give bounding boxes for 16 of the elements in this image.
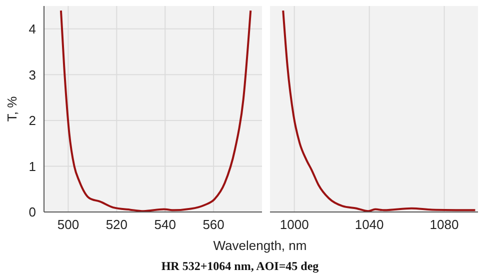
y-tick-label: 0 (28, 204, 36, 220)
x-axis-title: Wavelength, nm (212, 238, 308, 253)
y-tick-label: 4 (28, 22, 36, 37)
text: HR 532+1064 nm, AOI=45 deg (160, 259, 320, 274)
y-tick-label: 3 (28, 67, 36, 82)
y-axis-title: T, % (4, 96, 20, 122)
x-tick-label: 1080 (430, 217, 459, 232)
line-series (60, 10, 252, 212)
x-tick-label: 560 (202, 217, 224, 232)
x-tick-label: 500 (57, 217, 80, 232)
x-tick-label: 1000 (280, 217, 309, 232)
x-tick-label: 520 (106, 217, 128, 232)
y-tick-label: 1 (28, 158, 36, 174)
x-tick-label: 1040 (354, 217, 384, 232)
y-tick-label: 2 (28, 113, 36, 128)
x-tick-label: 540 (154, 217, 176, 232)
